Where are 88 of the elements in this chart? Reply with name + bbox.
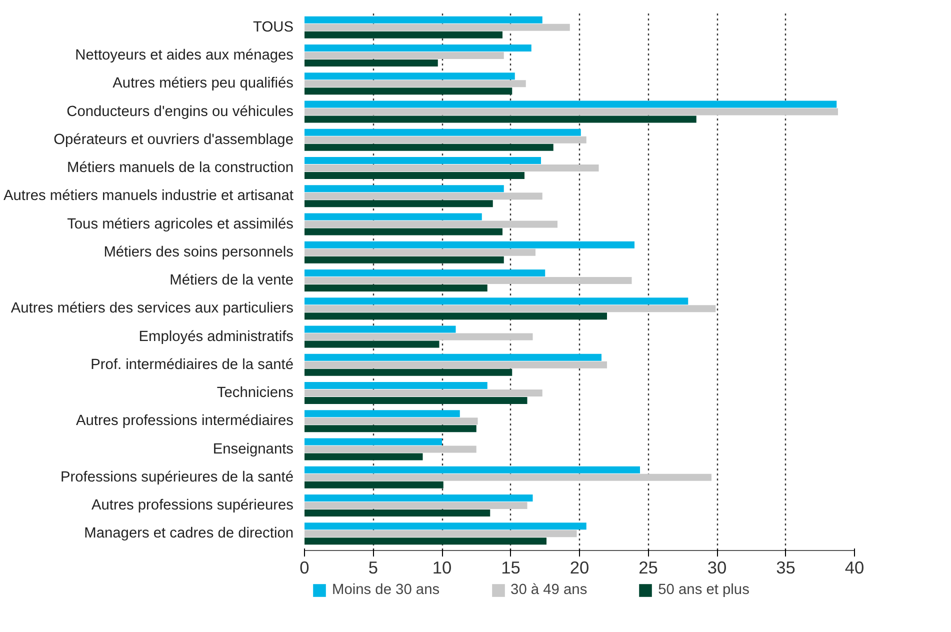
bar bbox=[304, 52, 504, 59]
x-tick-label: 25 bbox=[638, 558, 658, 578]
bar bbox=[304, 164, 599, 172]
bar bbox=[304, 100, 837, 108]
bar bbox=[304, 298, 688, 305]
bar bbox=[304, 418, 478, 425]
legend-label: Moins de 30 ans bbox=[332, 582, 440, 598]
bar bbox=[304, 410, 460, 418]
bar bbox=[304, 502, 528, 509]
bar bbox=[304, 248, 536, 256]
bar bbox=[304, 136, 586, 144]
bar bbox=[304, 354, 602, 361]
bar bbox=[304, 72, 515, 80]
bar bbox=[304, 157, 541, 164]
bar bbox=[304, 108, 838, 116]
bar bbox=[304, 16, 542, 24]
bar bbox=[304, 340, 440, 348]
bar bbox=[304, 24, 570, 31]
x-tick-label: 0 bbox=[300, 558, 310, 578]
bar bbox=[304, 425, 476, 432]
bar bbox=[304, 80, 526, 88]
bar bbox=[304, 466, 640, 474]
bar bbox=[304, 241, 634, 248]
bar bbox=[304, 494, 533, 502]
bar bbox=[304, 228, 502, 236]
x-tick-label: 40 bbox=[844, 558, 864, 578]
x-tick-label: 15 bbox=[501, 558, 520, 578]
bar bbox=[304, 284, 488, 292]
y-tick-label: Métiers des soins personnels bbox=[104, 244, 294, 260]
bar bbox=[304, 185, 504, 192]
bar bbox=[304, 390, 542, 396]
bar bbox=[304, 270, 546, 276]
bar bbox=[304, 446, 476, 453]
x-tick-label: 20 bbox=[570, 558, 590, 578]
bar bbox=[304, 128, 581, 136]
y-tick-label: Opérateurs et ouvriers d'assemblage bbox=[54, 132, 294, 148]
bar bbox=[304, 312, 607, 320]
y-tick-label: Autres professions supérieures bbox=[91, 498, 294, 514]
y-tick-label: Métiers de la vente bbox=[170, 272, 294, 288]
legend-label: 50 ans et plus bbox=[658, 582, 750, 598]
bar bbox=[304, 522, 586, 530]
y-tick-label: Nettoyeurs et aides aux ménages bbox=[75, 48, 294, 64]
bar bbox=[304, 220, 558, 228]
bar bbox=[304, 116, 696, 123]
x-tick-label: 5 bbox=[368, 558, 378, 578]
y-tick-label: Autres métiers peu qualifiés bbox=[112, 76, 294, 92]
bar bbox=[304, 192, 542, 200]
y-tick-label: Enseignants bbox=[212, 441, 294, 458]
y-tick-label: TOUS bbox=[253, 19, 294, 36]
bar bbox=[304, 31, 502, 38]
bar bbox=[304, 60, 438, 66]
legend-label: 30 à 49 ans bbox=[510, 582, 588, 598]
bar bbox=[304, 44, 532, 52]
bar bbox=[304, 510, 490, 516]
bar bbox=[304, 438, 442, 446]
y-tick-label: Managers et cadres de direction bbox=[84, 526, 294, 542]
bar bbox=[304, 144, 554, 151]
y-tick-label: Techniciens bbox=[216, 385, 294, 401]
y-tick-label: Autres professions intermédiaires bbox=[76, 413, 294, 430]
y-tick-label: Métiers manuels de la construction bbox=[67, 160, 294, 176]
y-tick-label: Autres métiers manuels industrie et artisanat bbox=[4, 188, 294, 204]
bar bbox=[304, 213, 482, 220]
bar bbox=[304, 277, 632, 284]
bar bbox=[304, 453, 423, 460]
y-tick-label: Prof. intermédiaires de la santé bbox=[90, 356, 294, 373]
bar bbox=[304, 538, 546, 545]
x-tick-label: 30 bbox=[707, 558, 727, 578]
x-tick-label: 35 bbox=[776, 558, 796, 578]
y-tick-label: Autres métiers des services aux particuliers bbox=[10, 300, 294, 317]
y-tick-label: Professions supérieures de la santé bbox=[60, 469, 294, 486]
bar bbox=[304, 361, 607, 368]
x-tick-label: 10 bbox=[432, 558, 452, 578]
bar bbox=[304, 326, 456, 333]
bar bbox=[304, 530, 577, 538]
y-tick-label: Conducteurs d'engins ou véhicules bbox=[66, 104, 294, 120]
bar bbox=[304, 333, 533, 340]
bar bbox=[304, 88, 512, 95]
bar bbox=[304, 382, 488, 389]
bar bbox=[304, 368, 512, 376]
bar bbox=[304, 256, 504, 264]
y-tick-label: Tous métiers agricoles et assimilés bbox=[67, 216, 294, 232]
bar bbox=[304, 305, 716, 312]
bar bbox=[304, 172, 524, 179]
bar bbox=[304, 474, 712, 481]
bar bbox=[304, 200, 493, 208]
bar bbox=[304, 397, 528, 404]
y-tick-label: Employés administratifs bbox=[138, 328, 294, 345]
bar bbox=[304, 481, 444, 488]
